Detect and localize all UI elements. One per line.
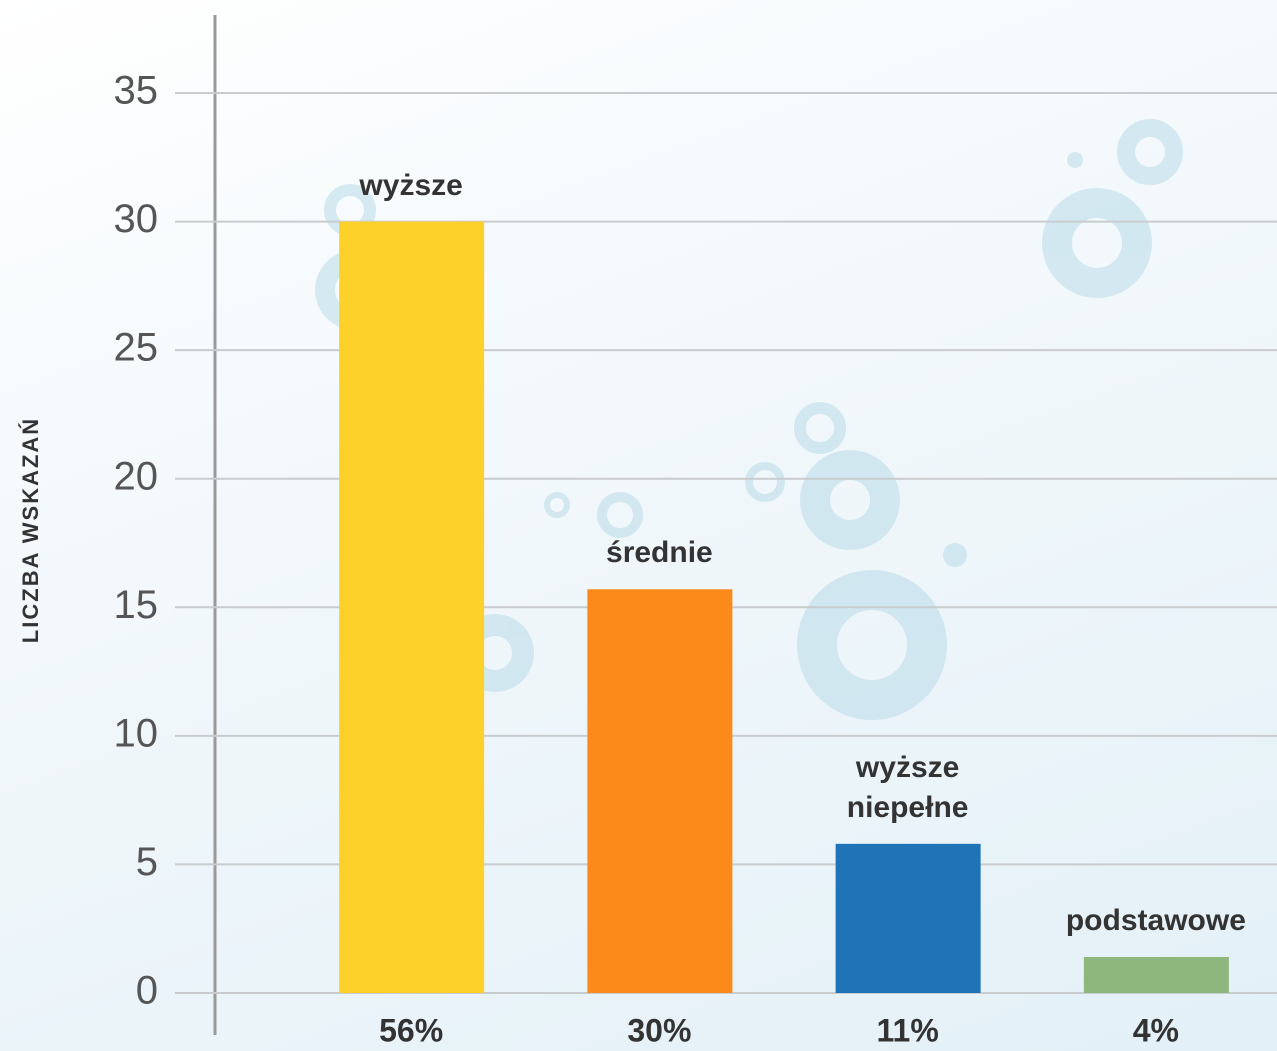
category-label: podstawowe [1065, 904, 1246, 937]
x-tick-label: 56% [379, 1012, 443, 1048]
category-label: wyższe [359, 168, 463, 202]
y-tick-label: 30 [114, 197, 159, 241]
y-tick-label: 5 [136, 840, 158, 884]
y-tick-label: 35 [114, 69, 159, 113]
y-tick-label: 15 [114, 583, 159, 627]
y-tick-label: 20 [114, 454, 159, 498]
y-axis-label: LICZBA WSKAZAŃ [18, 417, 43, 643]
x-tick-label: 11% [876, 1012, 938, 1048]
y-tick-label: 25 [114, 326, 159, 370]
bar [835, 843, 981, 993]
bar [1083, 957, 1229, 993]
category-label: średnie [606, 536, 713, 570]
bar [339, 221, 485, 994]
category-label: wyższe niepełne [846, 750, 969, 824]
bar [587, 589, 733, 993]
x-tick-label: 30% [627, 1012, 691, 1048]
y-tick-label: 10 [114, 711, 159, 755]
y-tick-label: 0 [136, 969, 158, 1013]
x-tick-label: 4% [1133, 1012, 1179, 1048]
